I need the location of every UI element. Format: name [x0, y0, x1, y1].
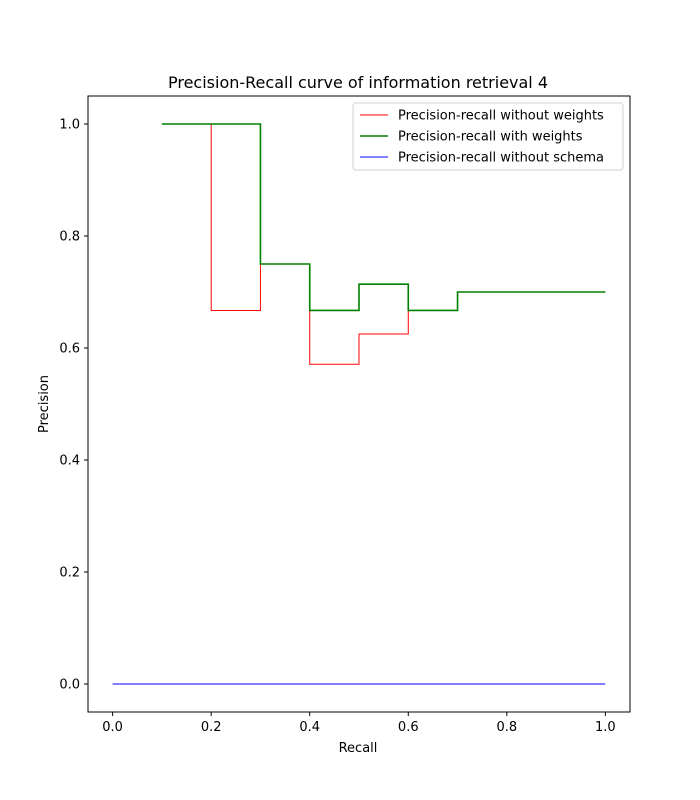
y-tick-label: 0.2 — [59, 566, 80, 581]
x-tick-label: 0.4 — [299, 720, 320, 735]
legend-entry: Precision-recall without weights — [398, 109, 604, 124]
y-tick-label: 0.0 — [59, 678, 80, 693]
legend: Precision-recall without weights Precisio… — [352, 102, 624, 171]
y-tick-label: 0.8 — [59, 230, 80, 245]
x-tick-label: 1.0 — [595, 720, 616, 735]
y-tick-label: 0.6 — [59, 342, 80, 357]
y-tick-label: 1.0 — [59, 118, 80, 133]
x-tick-label: 0.6 — [398, 720, 419, 735]
series-line-2 — [161, 123, 606, 312]
chart-title: Precision-Recall curve of information re… — [168, 73, 548, 92]
legend-entry: Precision-recall with weights — [398, 130, 583, 145]
legend-box — [352, 102, 624, 171]
x-tick-label: 0.0 — [102, 720, 123, 735]
plot-frame — [87, 95, 631, 713]
x-tick-label: 0.8 — [496, 720, 517, 735]
y-tick-label: 0.4 — [59, 454, 80, 469]
y-axis-label: Precision — [37, 375, 52, 433]
series-layer — [112, 123, 606, 685]
x-axis-ticks: 0.0 0.2 0.4 0.6 0.8 1.0 — [102, 712, 616, 735]
y-axis-ticks: 0.0 0.2 0.4 0.6 0.8 1.0 — [59, 118, 88, 693]
x-axis-label: Recall — [339, 741, 378, 756]
legend-entry: Precision-recall without schema — [398, 151, 604, 166]
x-tick-label: 0.2 — [201, 720, 222, 735]
